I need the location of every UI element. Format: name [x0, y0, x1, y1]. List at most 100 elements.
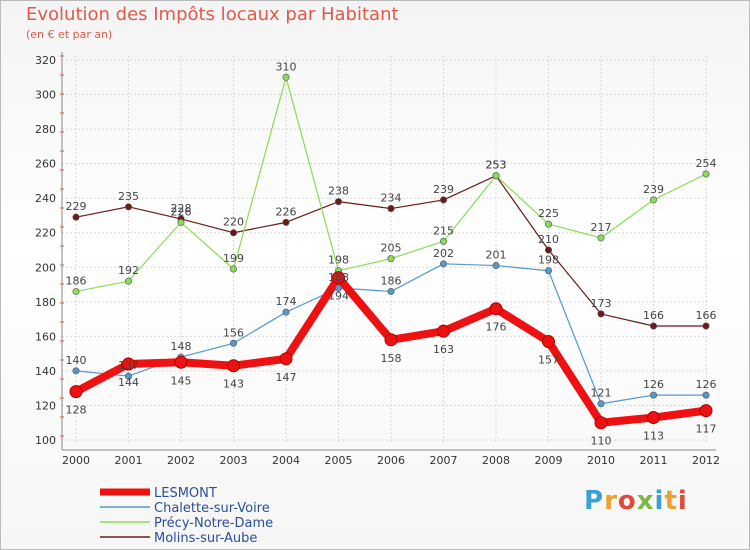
data-point — [649, 391, 657, 399]
data-label: 238 — [328, 185, 349, 198]
data-point — [230, 229, 238, 237]
axes — [60, 52, 716, 451]
data-label: 235 — [118, 190, 139, 203]
data-point — [72, 287, 80, 295]
data-label: 194 — [328, 290, 349, 303]
data-label: 239 — [433, 183, 454, 196]
y-tick-label: 140 — [35, 365, 56, 378]
data-label: 192 — [118, 264, 139, 277]
data-label: 147 — [276, 371, 297, 384]
data-label: 198 — [538, 254, 559, 267]
x-tick-label: 2008 — [482, 454, 510, 467]
data-label: 166 — [696, 309, 717, 322]
y-tick-label: 240 — [35, 192, 56, 205]
data-point — [387, 205, 395, 213]
data-label: 166 — [643, 309, 664, 322]
data-point — [282, 218, 290, 226]
data-label: 158 — [381, 352, 402, 365]
data-label: 156 — [223, 326, 244, 339]
data-label: 174 — [276, 295, 297, 308]
data-label: 228 — [171, 202, 192, 215]
data-point — [439, 237, 447, 245]
data-label: 143 — [223, 378, 244, 391]
x-tick-label: 2001 — [115, 454, 143, 467]
data-label: 176 — [486, 321, 507, 334]
chart-subtitle: (en € et par an) — [26, 28, 113, 41]
x-tick-label: 2012 — [692, 454, 720, 467]
y-tick-label: 260 — [35, 158, 56, 171]
data-label: 229 — [66, 200, 87, 213]
data-point — [72, 213, 80, 221]
data-label: 220 — [223, 216, 244, 229]
series-points — [69, 73, 713, 430]
data-point — [597, 234, 605, 242]
data-point — [174, 355, 188, 369]
x-tick-label: 2011 — [640, 454, 668, 467]
data-label: 239 — [643, 183, 664, 196]
data-point — [647, 411, 660, 425]
data-label: 186 — [381, 274, 402, 287]
data-label: 188 — [328, 271, 349, 284]
data-label: 110 — [591, 435, 612, 448]
data-label: 253 — [486, 159, 507, 172]
legend: LESMONTChalette-sur-VoirePrécy-Notre-Dam… — [100, 486, 273, 546]
x-tick-label: 2002 — [167, 454, 195, 467]
data-label: 157 — [538, 354, 559, 367]
x-tick-label: 2004 — [272, 454, 300, 467]
data-label: 145 — [171, 374, 192, 387]
data-point — [387, 287, 395, 295]
data-label: 198 — [328, 254, 349, 267]
data-point — [702, 170, 710, 178]
legend-label: Molins-sur-Aube — [154, 531, 257, 546]
data-label: 126 — [696, 378, 717, 391]
x-tick-label: 2000 — [62, 454, 90, 467]
y-tick-label: 160 — [35, 330, 56, 343]
data-label: 210 — [538, 233, 559, 246]
data-label: 140 — [66, 354, 87, 367]
data-label: 253 — [486, 159, 507, 172]
data-label: 148 — [171, 340, 192, 353]
y-tick-label: 220 — [35, 227, 56, 240]
data-point — [492, 262, 500, 270]
data-point — [227, 359, 240, 373]
data-point — [439, 260, 447, 268]
data-label: 226 — [276, 205, 297, 218]
data-label: 144 — [118, 376, 139, 389]
x-tick-label: 2006 — [377, 454, 405, 467]
data-point — [282, 308, 290, 316]
data-point — [489, 302, 503, 316]
data-point — [544, 220, 552, 228]
legend-label: LESMONT — [154, 486, 217, 501]
data-point — [72, 367, 80, 375]
y-tick-labels: 100 120 140 160 180 200 220 240 260 280 300 320 — [35, 54, 56, 447]
logo-letter: t — [664, 486, 678, 516]
legend-label: Chalette-sur-Voire — [154, 501, 270, 516]
data-label: 117 — [696, 423, 717, 436]
data-label: 217 — [591, 221, 612, 234]
y-tick-label: 100 — [35, 434, 56, 447]
data-label: 215 — [433, 224, 454, 237]
x-tick-label: 2007 — [430, 454, 458, 467]
data-label: 234 — [381, 192, 402, 205]
data-label: 121 — [591, 387, 612, 400]
data-point — [384, 333, 398, 347]
legend-label: Précy-Notre-Dame — [154, 516, 273, 531]
y-tick-label: 300 — [35, 89, 56, 102]
data-point — [125, 203, 133, 211]
data-label: 202 — [433, 247, 454, 260]
data-point — [125, 277, 133, 285]
data-point — [702, 322, 710, 330]
y-tick-label: 200 — [35, 261, 56, 274]
logo-letter: o — [617, 486, 637, 516]
data-label: 128 — [66, 404, 87, 417]
data-point — [702, 391, 710, 399]
data-point — [649, 322, 657, 330]
y-tick-label: 280 — [35, 123, 56, 136]
data-label: 163 — [433, 343, 454, 356]
data-label: 137 — [118, 359, 139, 372]
data-point — [387, 255, 395, 263]
y-tick-label: 120 — [35, 399, 56, 412]
data-label: 186 — [66, 274, 87, 287]
data-label: 173 — [591, 297, 612, 310]
